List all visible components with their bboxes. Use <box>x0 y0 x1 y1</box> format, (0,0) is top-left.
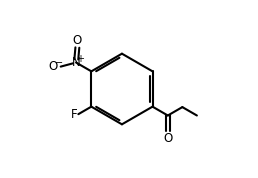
Text: O: O <box>73 34 82 47</box>
Text: F: F <box>71 108 77 121</box>
Text: −: − <box>55 58 63 68</box>
Text: N: N <box>72 56 80 69</box>
Text: O: O <box>163 132 172 145</box>
Text: O: O <box>48 60 58 73</box>
Text: +: + <box>76 54 84 64</box>
